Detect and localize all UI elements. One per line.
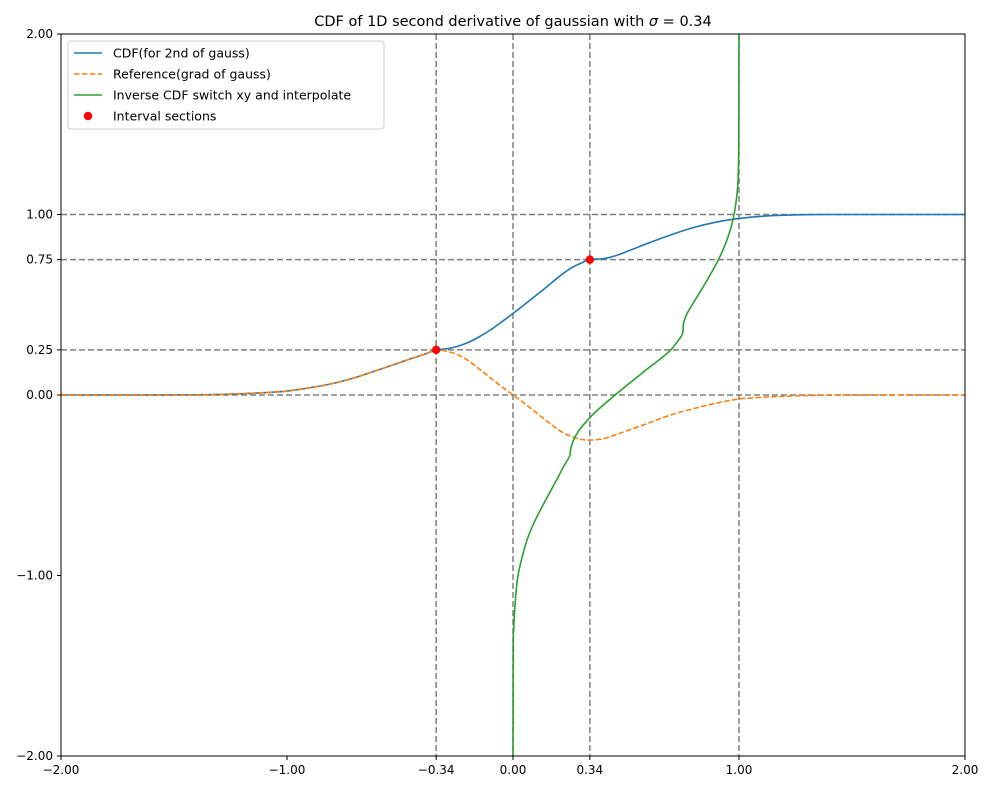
plot-area: −2.00 −1.00 −0.34 0.00 0.34 1.00 2.00 −2.00 −1.0… bbox=[16, 27, 978, 777]
x-tick-label: 2.00 bbox=[952, 763, 979, 777]
legend-label: Interval sections bbox=[113, 109, 216, 124]
x-tick-label: 0.00 bbox=[500, 763, 527, 777]
legend-box bbox=[67, 40, 385, 130]
plot-content bbox=[61, 34, 965, 756]
series-line-reference bbox=[61, 348, 965, 441]
interval-section-point bbox=[431, 345, 441, 355]
chart-title-prefix: CDF of 1D second derivative of gaussian … bbox=[314, 14, 649, 30]
legend: CDF(for 2nd of gauss) Reference(grad of g… bbox=[67, 40, 385, 130]
y-tick-label: 0.25 bbox=[26, 343, 53, 357]
y-tick-label: 0.75 bbox=[26, 253, 53, 267]
x-tick-label: 0.34 bbox=[576, 763, 603, 777]
y-tick-label: −2.00 bbox=[16, 749, 53, 763]
x-tick-label: 1.00 bbox=[726, 763, 753, 777]
x-tick-label: −2.00 bbox=[43, 763, 80, 777]
series-line-inverse-cdf bbox=[512, 34, 740, 756]
legend-label: Inverse CDF switch xy and interpolate bbox=[113, 88, 351, 103]
y-tick-label: 0.00 bbox=[26, 388, 53, 402]
x-tick-label: −1.00 bbox=[269, 763, 306, 777]
legend-label: Reference(grad of gauss) bbox=[113, 67, 271, 82]
legend-label: CDF(for 2nd of gauss) bbox=[113, 46, 250, 61]
chart-title-suffix: = 0.34 bbox=[658, 14, 712, 30]
x-tick-label: −0.34 bbox=[418, 763, 455, 777]
y-tick-label: −1.00 bbox=[16, 569, 53, 583]
chart-title: CDF of 1D second derivative of gaussian … bbox=[314, 14, 711, 30]
legend-swatch-point bbox=[83, 111, 93, 121]
interval-section-point bbox=[585, 255, 595, 264]
y-tick-label: 1.00 bbox=[26, 208, 53, 222]
y-tick-label: 2.00 bbox=[26, 27, 53, 41]
chart-title-symbol: σ bbox=[649, 14, 659, 30]
